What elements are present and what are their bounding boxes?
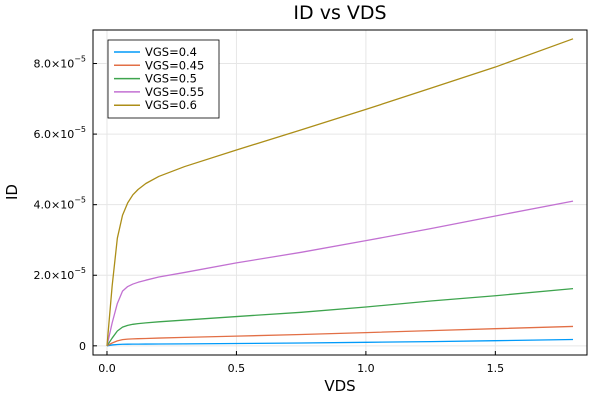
y-tick-label: 8.0×10−5: [33, 55, 86, 71]
series-line-vgs-0-45: [106, 325, 574, 347]
series-line-vgs-0-55: [106, 200, 574, 346]
x-axis-label: VDS: [324, 377, 355, 395]
x-tick-label: 1.0: [357, 362, 375, 375]
y-tick-label: 6.0×10−5: [33, 125, 86, 141]
series-line-vgs-0-4: [106, 338, 574, 347]
x-tick-label: 0.5: [228, 362, 246, 375]
series-line-vgs-0-5: [106, 288, 574, 347]
x-tick-label: 0.0: [98, 362, 116, 375]
legend-label: VGS=0.6: [145, 98, 197, 112]
legend-label: VGS=0.55: [145, 85, 204, 99]
legend-label: VGS=0.5: [145, 72, 197, 86]
series-layer: [106, 38, 574, 347]
legend-label: VGS=0.45: [145, 58, 204, 72]
y-axis-ticks: 0 2.0×10−5 4.0×10−5 6.0×10−5 8.0×10−5: [33, 55, 97, 353]
legend-label: VGS=0.4: [145, 45, 197, 59]
chart-title: ID vs VDS: [293, 2, 386, 24]
x-axis-ticks: 0.0 0.5 1.0 1.5: [98, 351, 504, 375]
y-tick-label: 0: [79, 340, 86, 353]
plot-frame: [92, 29, 588, 356]
y-tick-label: 2.0×10−5: [33, 266, 86, 282]
series-line-vgs-0-6: [106, 38, 574, 346]
y-axis-label: ID: [3, 184, 21, 200]
y-tick-label: 4.0×10−5: [33, 196, 86, 212]
x-tick-label: 1.5: [487, 362, 505, 375]
